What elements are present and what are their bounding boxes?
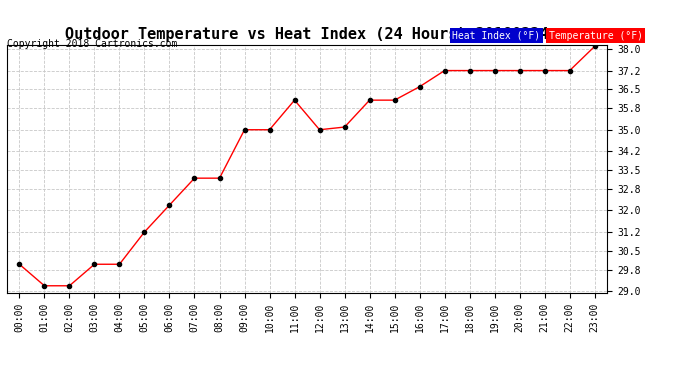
Text: Copyright 2018 Cartronics.com: Copyright 2018 Cartronics.com	[7, 39, 177, 50]
Text: Heat Index (°F): Heat Index (°F)	[452, 31, 540, 40]
Title: Outdoor Temperature vs Heat Index (24 Hours) 20180224: Outdoor Temperature vs Heat Index (24 Ho…	[66, 27, 549, 42]
Text: Temperature (°F): Temperature (°F)	[549, 31, 642, 40]
